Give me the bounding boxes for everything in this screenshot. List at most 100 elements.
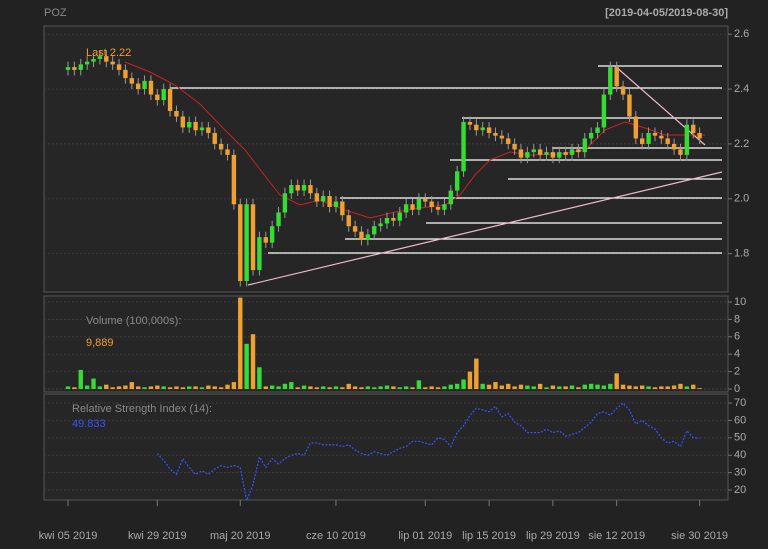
candle-body <box>671 143 677 150</box>
volume-bar <box>84 385 90 390</box>
candle-body <box>684 124 690 155</box>
volume-bar <box>193 386 198 390</box>
volume-bar <box>218 387 224 390</box>
candle-body <box>346 215 351 227</box>
candle-body <box>104 56 109 62</box>
candle-body <box>187 121 192 128</box>
volume-bar <box>340 387 345 390</box>
candle-body <box>167 89 173 112</box>
x-tick-label: sie 12 2019 <box>588 530 645 542</box>
volume-bar <box>276 386 281 390</box>
rsi-last: 49.833 <box>72 418 106 430</box>
volume-bar <box>557 386 562 390</box>
y-tick-label: 40 <box>734 449 746 461</box>
candle-body <box>282 193 288 213</box>
volume-bar <box>244 343 249 390</box>
candle-body <box>193 121 198 131</box>
volume-bar <box>652 387 658 390</box>
volume-bar <box>448 384 453 390</box>
candle-body <box>601 94 607 128</box>
candle-body <box>327 196 332 207</box>
volume-bar <box>627 385 632 390</box>
candle-body <box>525 152 530 158</box>
volume-bar <box>352 386 358 390</box>
volume-bar <box>518 384 524 390</box>
trend-line <box>247 171 723 286</box>
y-tick-label: 50 <box>734 432 746 444</box>
candle-body <box>263 237 268 243</box>
y-tick-label: 1.8 <box>734 248 749 260</box>
volume-bar <box>359 387 364 390</box>
volume-bar <box>327 387 332 390</box>
candle-body <box>537 149 543 155</box>
y-tick-label: 2.2 <box>734 138 749 150</box>
candle-body <box>365 234 371 240</box>
y-tick-label: 2 <box>734 366 740 378</box>
volume-bar <box>640 385 645 390</box>
candle-body <box>697 132 702 139</box>
volume-bar <box>180 387 186 390</box>
candle-body <box>403 204 409 213</box>
volume-bar <box>531 386 536 390</box>
candle-body <box>474 124 479 131</box>
x-tick-label: kwi 05 2019 <box>39 530 98 542</box>
candle-body <box>397 212 402 221</box>
volume-panel <box>43 295 729 393</box>
volume-bar <box>289 382 294 390</box>
volume-bar <box>301 385 307 390</box>
candle-body <box>199 127 205 131</box>
volume-bar <box>454 383 460 390</box>
date-range: [2019-04-05/2019-08-30] <box>605 7 728 19</box>
volume-bar <box>365 386 371 390</box>
candle-body <box>512 143 517 150</box>
volume-bar <box>480 383 485 390</box>
candle-body <box>129 78 134 84</box>
candle-body <box>454 171 460 191</box>
candle-body <box>563 152 568 155</box>
volume-bar <box>65 386 71 390</box>
volume-bar <box>678 383 683 390</box>
candle-body <box>97 56 103 59</box>
volume-bar <box>588 383 594 390</box>
volume-bar <box>378 386 383 390</box>
candle-body <box>416 198 422 210</box>
rsi-label: Relative Strength Index (14): <box>72 403 212 415</box>
volume-bar <box>512 386 517 390</box>
candle-body <box>372 226 377 235</box>
candle-body <box>250 204 256 271</box>
candle-body <box>314 193 320 202</box>
candle-body <box>206 127 211 133</box>
candle-body <box>576 149 581 153</box>
candle-body <box>659 135 664 139</box>
volume-last: 9,889 <box>86 337 114 349</box>
volume-bar <box>582 384 587 390</box>
volume-bar <box>429 386 434 390</box>
candle-body <box>359 231 364 240</box>
candle-body <box>595 127 600 133</box>
candle-body <box>435 206 441 210</box>
volume-bar <box>97 386 103 390</box>
volume-bar <box>78 369 83 390</box>
volume-bar <box>321 386 326 390</box>
candle-body <box>627 94 632 117</box>
marks <box>65 50 702 503</box>
x-tick-label: lip 01 2019 <box>398 530 452 542</box>
candle-body <box>582 138 587 153</box>
trend-line <box>614 65 706 146</box>
volume-bar <box>461 379 466 390</box>
candle-body <box>148 80 154 95</box>
candle-body <box>333 201 339 207</box>
last-price: Last 2.22 <box>86 47 131 59</box>
candle-body <box>652 132 658 136</box>
volume-bar <box>499 385 505 390</box>
y-tick-label: 6 <box>734 331 740 343</box>
candle-body <box>544 152 549 155</box>
x-tick-label: kwi 29 2019 <box>128 530 187 542</box>
volume-bar <box>525 385 530 390</box>
volume-bar <box>569 385 575 390</box>
x-tick-label: maj 20 2019 <box>210 530 271 542</box>
volume-bar <box>697 388 702 390</box>
volume-bar <box>155 385 160 390</box>
y-tick-label: 0 <box>734 383 740 395</box>
